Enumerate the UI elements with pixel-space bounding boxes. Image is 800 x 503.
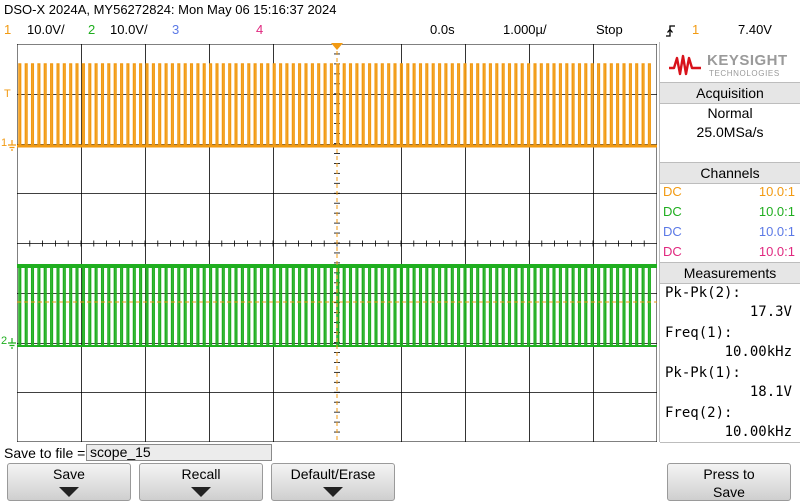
ch2-scale[interactable]: 10.0V/ [110,22,148,37]
ch4-probe: 10.0:1 [758,244,795,259]
panel-bottom-border [660,442,800,443]
window-title: DSO-X 2024A, MY56272824: Mon May 06 15:1… [4,2,337,17]
meas-value-3: 18.1V [749,384,792,400]
trigger-edge-icon [666,25,675,37]
acquisition-mode: Normal [707,105,753,121]
ch1-coupling: DC [663,184,682,199]
keysight-wave-icon [669,54,701,76]
waveform-display[interactable] [17,44,657,442]
channel-row-3[interactable]: DC 10.0:1 [663,224,795,242]
ch1-probe: 10.0:1 [758,184,795,199]
save-softkey[interactable]: Save [7,463,131,501]
channel-row-1[interactable]: DC 10.0:1 [663,184,795,202]
meas-value-1: 17.3V [749,304,792,320]
down-arrow-icon [59,487,79,497]
ch3-coupling: DC [663,224,682,239]
sample-rate: 25.0MSa/s [696,124,764,140]
ch3-number[interactable]: 3 [172,22,180,37]
measurements-title[interactable]: Measurements [660,262,800,284]
ch1-pulses [18,63,651,146]
meas-label-1: Pk-Pk(2): [665,285,741,301]
panel-divider [659,42,660,442]
channel-row-4[interactable]: DC 10.0:1 [663,244,795,262]
down-arrow-icon [191,487,211,497]
ground-icon [8,338,16,349]
meas-label-3: Pk-Pk(1): [665,365,741,381]
trigger-source[interactable]: 1 [692,22,700,37]
meas-label-4: Freq(2): [665,405,733,421]
brand-sub: TECHNOLOGIES [709,69,780,78]
trigger-level-marker[interactable]: T [4,88,11,100]
ch1-ground-marker[interactable]: 1 [1,137,8,149]
save-to-file-label: Save to file = [4,445,86,461]
ch2-coupling: DC [663,204,682,219]
channels-title[interactable]: Channels [660,162,800,184]
save-softkey-label: Save [53,466,85,482]
ch4-coupling: DC [663,244,682,259]
timebase[interactable]: 1.000µ/ [503,22,547,37]
ground-icon [8,140,16,151]
trigger-level[interactable]: 7.40V [738,22,772,37]
ch2-number[interactable]: 2 [88,22,96,37]
press-save-label: Save [713,484,745,500]
acquisition-title[interactable]: Acquisition [660,82,800,104]
meas-label-2: Freq(1): [665,325,733,341]
channel-row-2[interactable]: DC 10.0:1 [663,204,795,222]
keysight-logo: KEYSIGHT TECHNOLOGIES [660,44,800,82]
press-to-label: Press to [703,466,755,482]
filename-field[interactable]: scope_15 [86,444,272,461]
ch4-number[interactable]: 4 [256,22,264,37]
ch3-probe: 10.0:1 [758,224,795,239]
run-state[interactable]: Stop [596,22,623,37]
brand-name: KEYSIGHT [707,52,788,69]
ch2-ground-marker[interactable]: 2 [1,335,8,347]
down-arrow-icon [323,487,343,497]
ch2-probe: 10.0:1 [758,204,795,219]
recall-softkey-label: Recall [181,466,221,482]
default-erase-softkey-label: Default/Erase [290,466,376,482]
ch1-number[interactable]: 1 [4,22,12,37]
default-erase-softkey[interactable]: Default/Erase [271,463,395,501]
recall-softkey[interactable]: Recall [139,463,263,501]
time-position[interactable]: 0.0s [430,22,455,37]
press-to-save-softkey[interactable]: Press to Save [667,463,791,501]
meas-value-4: 10.00kHz [724,424,792,440]
ch1-scale[interactable]: 10.0V/ [27,22,65,37]
meas-value-2: 10.00kHz [724,344,792,360]
trigger-position-marker[interactable] [331,43,343,51]
